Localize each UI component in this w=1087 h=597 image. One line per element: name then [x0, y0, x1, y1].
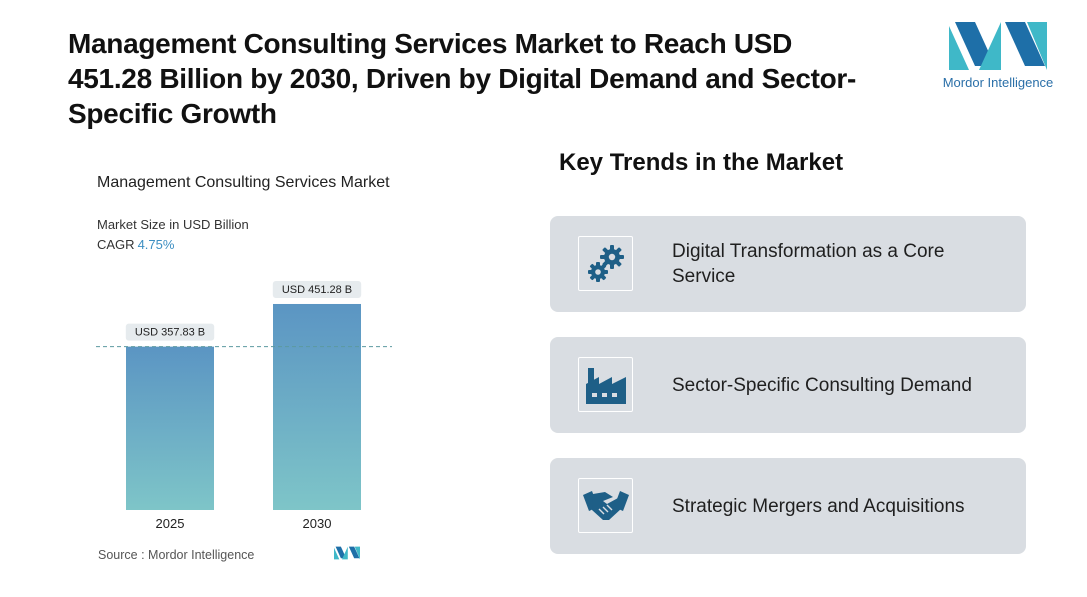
chart-subtitle: Market Size in USD Billion	[97, 217, 249, 232]
brand-name: Mordor Intelligence	[942, 75, 1054, 90]
brand-logo: Mordor Intelligence	[938, 22, 1058, 94]
gears-icon	[587, 244, 624, 282]
cagr-label: CAGR	[97, 237, 135, 252]
trend-label: Sector-Specific Consulting Demand	[672, 374, 972, 396]
trend-label: Digital Transformation as a Core Service	[672, 241, 945, 287]
trend-label: Strategic Mergers and Acquisitions	[672, 495, 965, 517]
factory-icon	[585, 367, 626, 404]
trend-card: Digital Transformation as a Core Service	[550, 216, 1026, 312]
data-label-bg	[272, 280, 362, 298]
bar-chart: USD 357.83 B 2025 USD 451.28 B 2030	[90, 260, 400, 540]
bar-chart-svg: USD 357.83 B 2025 USD 451.28 B 2030	[96, 280, 392, 531]
bar-2025	[126, 346, 214, 510]
bar-2030	[273, 303, 361, 510]
chart-cagr: CAGR 4.75%	[97, 237, 174, 252]
handshake-icon	[582, 490, 629, 520]
source-name: Mordor Intelligence	[148, 548, 255, 562]
chart-source: Source : Mordor Intelligence	[98, 548, 254, 562]
trend-card: Sector-Specific Consulting Demand	[550, 337, 1026, 433]
source-label: Source :	[98, 548, 145, 562]
data-label: USD 357.83 B	[135, 327, 205, 339]
trend-icon-frame	[578, 478, 633, 533]
trend-icon-frame	[578, 357, 633, 412]
data-label: USD 451.28 B	[282, 284, 352, 296]
category-label: 2025	[156, 516, 185, 531]
mordor-small-logo-icon	[334, 546, 360, 560]
chart-title: Management Consulting Services Market	[97, 174, 390, 191]
mordor-logo-icon	[949, 22, 1047, 70]
page-headline: Management Consulting Services Market to…	[68, 28, 857, 129]
cagr-value: 4.75%	[137, 237, 175, 252]
trends-title: Key Trends in the Market	[559, 149, 844, 176]
trend-card: Strategic Mergers and Acquisitions	[550, 458, 1026, 554]
trend-icon-frame	[578, 236, 633, 291]
data-label-bg	[125, 323, 215, 341]
category-label: 2030	[303, 516, 332, 531]
